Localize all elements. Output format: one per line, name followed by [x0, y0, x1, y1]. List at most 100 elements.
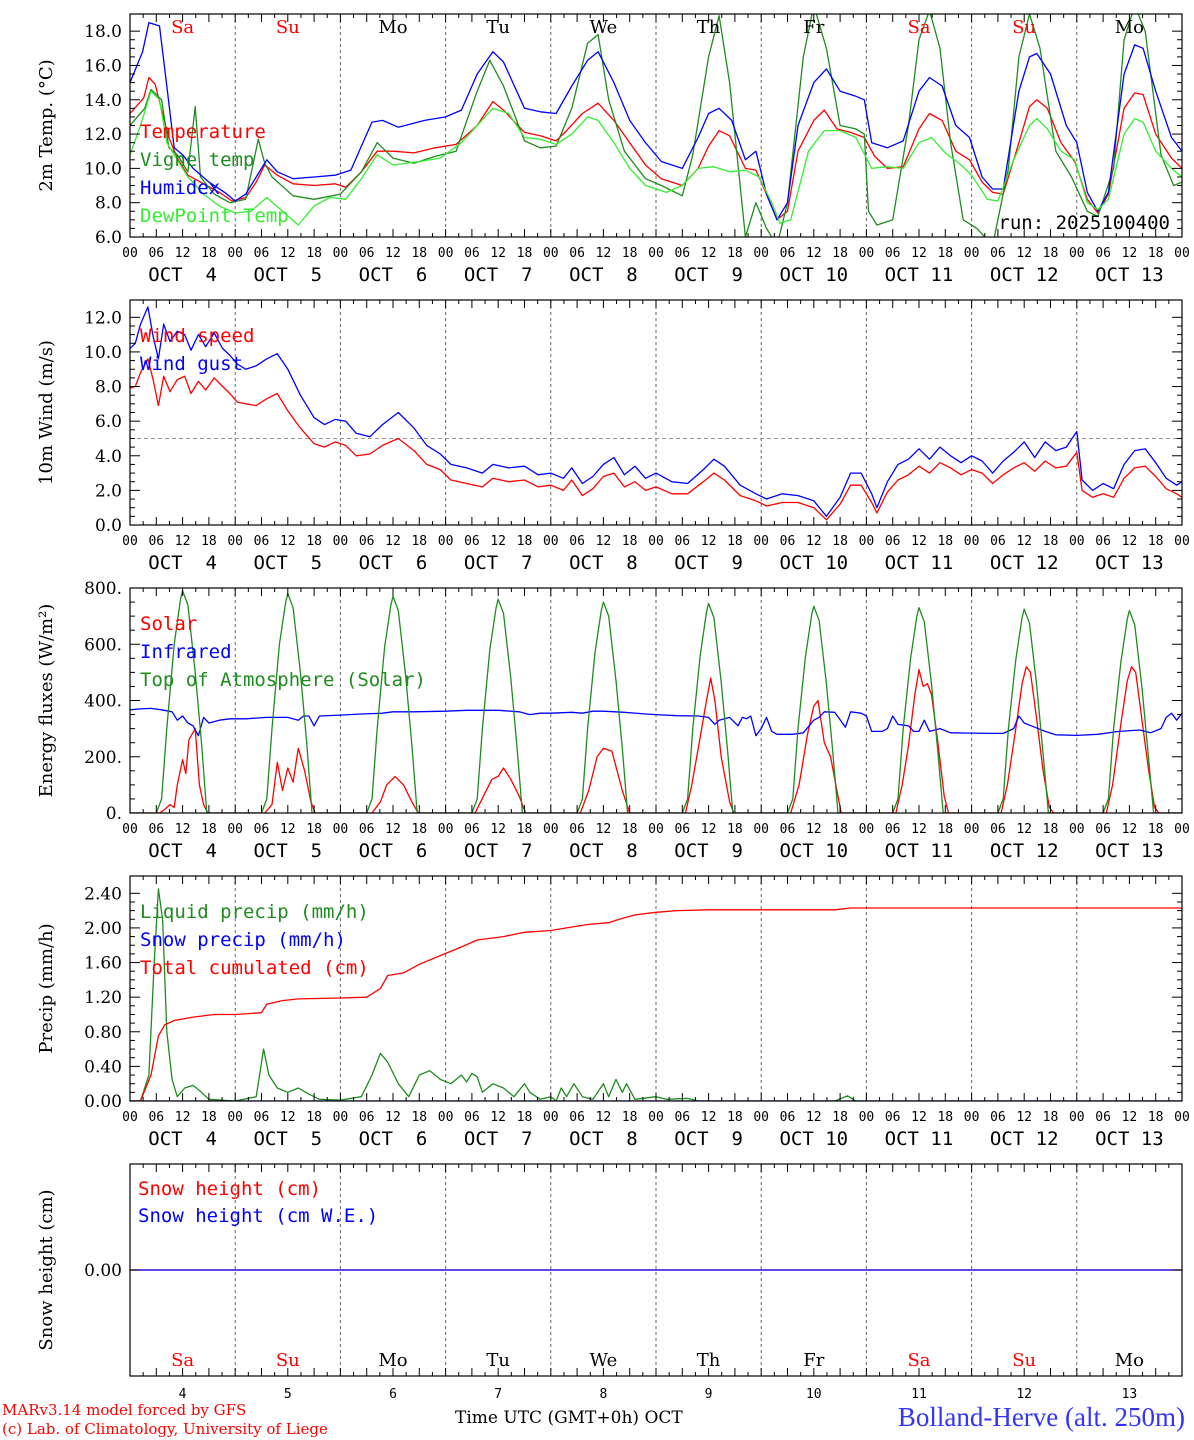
precip-hour-label: 18	[832, 1110, 848, 1125]
wind-hour-label: 12	[911, 534, 927, 549]
flux-series-infrared	[130, 707, 1182, 737]
temp-legend-entry: Humidex	[140, 177, 220, 199]
flux-hour-label: 00	[333, 822, 349, 837]
wind-series-wind-speed	[130, 358, 1182, 521]
wind-y-tick-label: 12.0	[84, 308, 122, 328]
precip-hour-label: 18	[622, 1110, 638, 1125]
flux-hour-label: 00	[859, 822, 875, 837]
precip-hour-label: 06	[1095, 1110, 1111, 1125]
temp-y-tick-label: 14.0	[84, 91, 122, 111]
temp-y-tick-label: 8.0	[95, 194, 122, 214]
wind-frame	[129, 299, 1183, 526]
wind-hour-label: 18	[727, 534, 743, 549]
temp-hour-label: 06	[464, 246, 480, 261]
precip-hour-label: 12	[1122, 1110, 1138, 1125]
temp-hour-label: 06	[359, 246, 375, 261]
flux-date-label: OCT 6	[359, 840, 428, 862]
bottom-day-number: 10	[806, 1387, 822, 1402]
snow-weekday-label: Su	[1012, 1350, 1036, 1371]
temp-weekday-label: Su	[1012, 17, 1036, 38]
temp-hour-label: 12	[1122, 246, 1138, 261]
flux-legend-entry: Infrared	[140, 641, 232, 663]
precip-date-label: OCT 13	[1095, 1128, 1164, 1150]
precip-date-label: OCT 6	[359, 1128, 428, 1150]
precip-date-label: OCT 9	[674, 1128, 743, 1150]
flux-date-label: OCT 12	[990, 840, 1059, 862]
precip-y-tick-label: 0.80	[84, 1023, 122, 1043]
temp-weekday-label: Tu	[486, 17, 510, 38]
temp-hour-label: 00	[227, 246, 243, 261]
flux-panel: 0. 200. 400. 600. 800. Energy fluxes (W/m²) So…	[36, 579, 1190, 862]
temp-legend-entry: Temperature	[140, 121, 266, 143]
temp-date-label: OCT 8	[569, 264, 638, 286]
temp-hour-label: 18	[306, 246, 322, 261]
flux-hour-label: 12	[596, 822, 612, 837]
temp-weekday-label: Mo	[378, 17, 407, 38]
wind-hour-label: 18	[517, 534, 533, 549]
wind-hour-label: 18	[832, 534, 848, 549]
wind-hour-label: 06	[1095, 534, 1111, 549]
precip-series-liquid-precip-mm-h	[130, 888, 1182, 1101]
flux-hour-label: 00	[648, 822, 664, 837]
precip-y-tick-label: 2.40	[84, 884, 122, 904]
precip-hour-label: 00	[543, 1110, 559, 1125]
temp-date-label: OCT 4	[148, 264, 217, 286]
temp-series-humidex	[130, 21, 1182, 221]
snow-weekday-label: Th	[697, 1350, 721, 1371]
wind-hour-label: 06	[359, 534, 375, 549]
flux-y-axis-label: Energy fluxes (W/m²)	[36, 604, 57, 798]
precip-y-axis-label: Precip (mm/h)	[36, 923, 57, 1053]
temp-hour-label: 00	[964, 246, 980, 261]
wind-hour-label: 18	[937, 534, 953, 549]
lab-credit: (c) Lab. of Climatology, University of L…	[2, 1420, 328, 1438]
wind-hour-label: 06	[254, 534, 270, 549]
wind-hour-label: 12	[490, 534, 506, 549]
precip-hour-label: 06	[254, 1110, 270, 1125]
flux-hour-label: 18	[1148, 822, 1164, 837]
precip-legend-entry: Snow precip (mm/h)	[140, 929, 346, 951]
precip-hour-label: 12	[596, 1110, 612, 1125]
wind-hour-label: 12	[280, 534, 296, 549]
wind-y-tick-label: 2.0	[95, 481, 122, 501]
precip-date-label: OCT 7	[464, 1128, 533, 1150]
flux-date-label: OCT 5	[253, 840, 322, 862]
precip-hour-label: 18	[411, 1110, 427, 1125]
precip-date-label: OCT 4	[148, 1128, 217, 1150]
wind-hour-label: 12	[385, 534, 401, 549]
flux-hour-label: 00	[753, 822, 769, 837]
wind-y-tick-label: 6.0	[95, 412, 122, 432]
precip-panel: 0.00 0.40 0.80 1.20 1.60 2.00 2.40 Precip (mm/h…	[36, 875, 1190, 1150]
time-axis-label: Time UTC (GMT+0h) OCT	[455, 1408, 683, 1428]
wind-y-tick-label: 4.0	[95, 447, 122, 467]
flux-hour-label: 12	[911, 822, 927, 837]
temp-weekday-label: Sa	[907, 17, 930, 38]
wind-date-label: OCT 12	[990, 552, 1059, 574]
precip-hour-label: 06	[674, 1110, 690, 1125]
temp-hour-label: 00	[859, 246, 875, 261]
temp-hour-label: 00	[122, 246, 138, 261]
wind-date-label: OCT 7	[464, 552, 533, 574]
bottom-day-number: 11	[911, 1387, 927, 1402]
temp-hour-label: 12	[385, 246, 401, 261]
wind-date-label: OCT 13	[1095, 552, 1164, 574]
precip-hour-label: 18	[306, 1110, 322, 1125]
temp-hour-label: 06	[1095, 246, 1111, 261]
precip-hour-label: 12	[175, 1110, 191, 1125]
temp-date-label: OCT 5	[253, 264, 322, 286]
flux-hour-label: 12	[806, 822, 822, 837]
temp-y-tick-label: 10.0	[84, 159, 122, 179]
wind-hour-label: 00	[1174, 534, 1190, 549]
flux-legend-entry: Top of Atmosphere (Solar)	[140, 669, 426, 691]
flux-hour-label: 06	[464, 822, 480, 837]
precip-hour-label: 06	[148, 1110, 164, 1125]
bottom-day-number: 7	[494, 1387, 502, 1402]
flux-date-label: OCT 10	[779, 840, 848, 862]
flux-hour-label: 06	[674, 822, 690, 837]
temp-date-label: OCT 7	[464, 264, 533, 286]
precip-date-label: OCT 5	[253, 1128, 322, 1150]
flux-legend-entry: Solar	[140, 613, 197, 635]
flux-hour-label: 06	[254, 822, 270, 837]
bottom-day-number: 5	[284, 1387, 292, 1402]
temp-hour-label: 06	[990, 246, 1006, 261]
flux-hour-label: 00	[227, 822, 243, 837]
